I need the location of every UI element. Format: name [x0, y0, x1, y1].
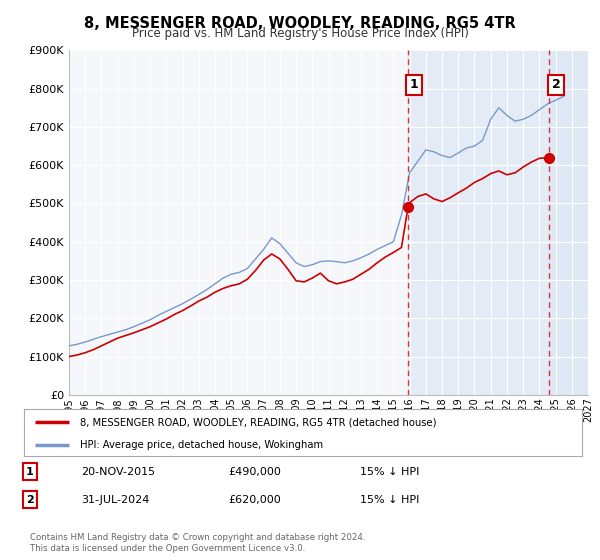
Text: 31-JUL-2024: 31-JUL-2024 — [81, 494, 149, 505]
Text: 2: 2 — [26, 494, 34, 505]
Text: £620,000: £620,000 — [228, 494, 281, 505]
Text: 20-NOV-2015: 20-NOV-2015 — [81, 466, 155, 477]
Bar — [549, 50, 588, 395]
Text: 15% ↓ HPI: 15% ↓ HPI — [360, 466, 419, 477]
Text: Contains HM Land Registry data © Crown copyright and database right 2024.
This d: Contains HM Land Registry data © Crown c… — [30, 533, 365, 553]
Text: 1: 1 — [409, 78, 418, 91]
Text: 1: 1 — [26, 466, 34, 477]
Text: 15% ↓ HPI: 15% ↓ HPI — [360, 494, 419, 505]
Bar — [408, 50, 588, 395]
Text: Price paid vs. HM Land Registry's House Price Index (HPI): Price paid vs. HM Land Registry's House … — [131, 27, 469, 40]
Text: 2: 2 — [551, 78, 560, 91]
Text: 8, MESSENGER ROAD, WOODLEY, READING, RG5 4TR (detached house): 8, MESSENGER ROAD, WOODLEY, READING, RG5… — [80, 417, 436, 427]
Text: HPI: Average price, detached house, Wokingham: HPI: Average price, detached house, Woki… — [80, 440, 323, 450]
Text: 8, MESSENGER ROAD, WOODLEY, READING, RG5 4TR: 8, MESSENGER ROAD, WOODLEY, READING, RG5… — [84, 16, 516, 31]
Text: £490,000: £490,000 — [228, 466, 281, 477]
